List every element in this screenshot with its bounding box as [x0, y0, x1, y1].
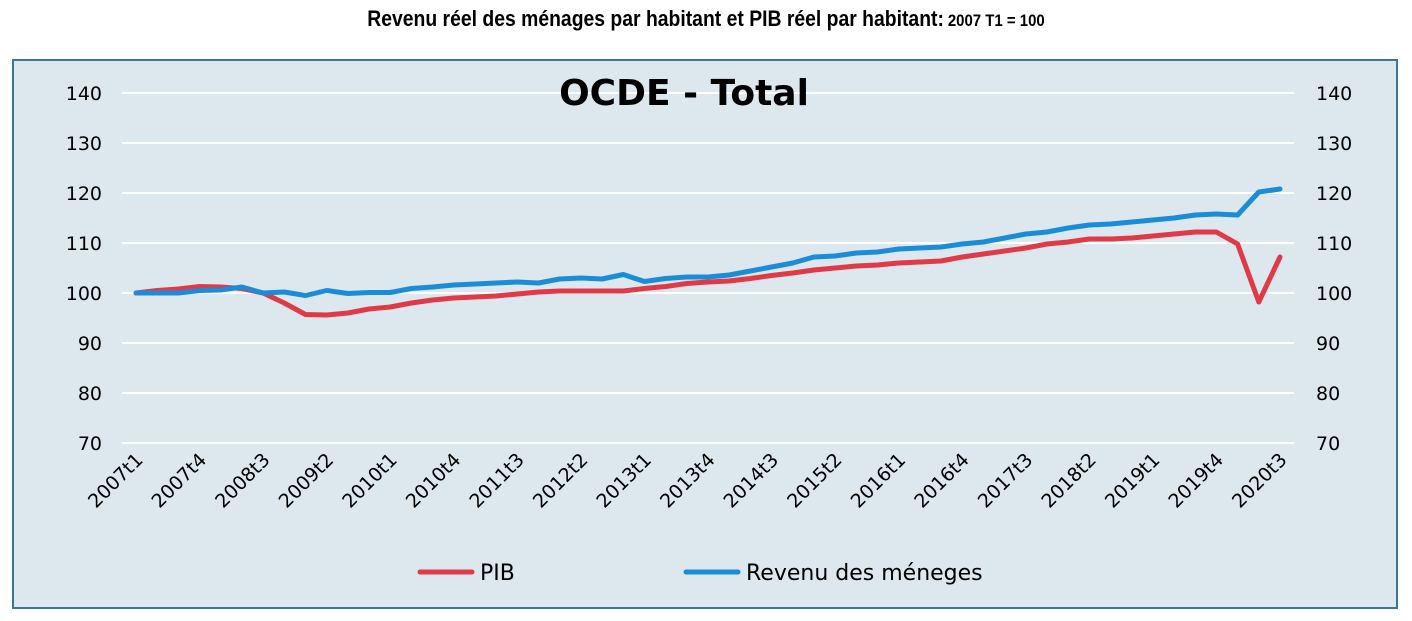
- y-tick-label-right: 80: [1316, 383, 1340, 405]
- gridlines: [122, 92, 1294, 394]
- chart-frame: 70 80 90 100 110 120 130 140 70 80 90 100 110 120 130…: [12, 59, 1398, 609]
- y-tick-label-left: 130: [66, 133, 102, 155]
- y-tick-label-right: 70: [1316, 433, 1340, 455]
- x-tick-label: 2015t2: [783, 449, 847, 513]
- x-axis-ticks: 2007t1 2007t4 2008t3 2009t2 2010t1 2010t4 2011…: [84, 449, 1292, 513]
- x-tick-label: 2018t2: [1037, 449, 1101, 513]
- legend-label: PIB: [480, 561, 515, 586]
- legend-label: Revenu des méneges: [746, 561, 983, 586]
- y-tick-label-left: 110: [66, 233, 102, 255]
- y-tick-label-left: 100: [66, 283, 102, 305]
- x-tick-label: 2020t3: [1228, 449, 1292, 513]
- series-line: [133, 186, 1283, 298]
- y-tick-label-right: 100: [1316, 283, 1352, 305]
- x-tick-label: 2019t1: [1101, 449, 1165, 513]
- x-tick-label: 2016t4: [910, 449, 974, 513]
- y-tick-label-right: 90: [1316, 333, 1340, 355]
- y-tick-label-left: 90: [78, 333, 102, 355]
- y-tick-label-left: 80: [78, 383, 102, 405]
- x-tick-label: 2008t3: [211, 449, 275, 513]
- y-tick-label-right: 120: [1316, 183, 1352, 205]
- x-tick-label: 2019t4: [1164, 449, 1228, 513]
- chart-title: OCDE - Total: [559, 73, 809, 114]
- page-title: Revenu réel des ménages par habitant et …: [85, 6, 1328, 32]
- x-tick-label: 2012t2: [529, 449, 593, 513]
- x-tick-label: 2007t4: [148, 449, 212, 513]
- x-tick-label: 2007t1: [84, 449, 148, 513]
- y-axis-left: 70 80 90 100 110 120 130 140: [66, 83, 102, 455]
- legend: PIB Revenu des méneges: [417, 561, 983, 586]
- line-chart: 70 80 90 100 110 120 130 140 70 80 90 100 110 120 130…: [66, 73, 1353, 586]
- page-title-subtitle: 2007 T1 = 100: [947, 11, 1045, 30]
- y-tick-label-left: 140: [66, 83, 102, 105]
- x-tick-label: 2011t3: [465, 449, 529, 513]
- y-tick-label-left: 70: [78, 433, 102, 455]
- series-lines: [133, 186, 1283, 318]
- x-tick-label: 2013t4: [656, 449, 720, 513]
- y-axis-right: 70 80 90 100 110 120 130 140: [1316, 83, 1352, 455]
- y-tick-label-left: 120: [66, 183, 102, 205]
- x-tick-label: 2010t4: [402, 449, 466, 513]
- x-tick-label: 2009t2: [275, 449, 339, 513]
- y-tick-label-right: 140: [1316, 83, 1352, 105]
- page-title-main: Revenu réel des ménages par habitant et …: [367, 6, 944, 31]
- x-tick-label: 2016t1: [847, 449, 911, 513]
- x-tick-label: 2013t1: [592, 449, 656, 513]
- x-tick-label: 2017t3: [974, 449, 1038, 513]
- x-tick-label: 2014t3: [720, 449, 784, 513]
- y-tick-label-right: 110: [1316, 233, 1352, 255]
- x-tick-label: 2010t1: [338, 449, 402, 513]
- series-line: [133, 229, 1283, 318]
- y-tick-label-right: 130: [1316, 133, 1352, 155]
